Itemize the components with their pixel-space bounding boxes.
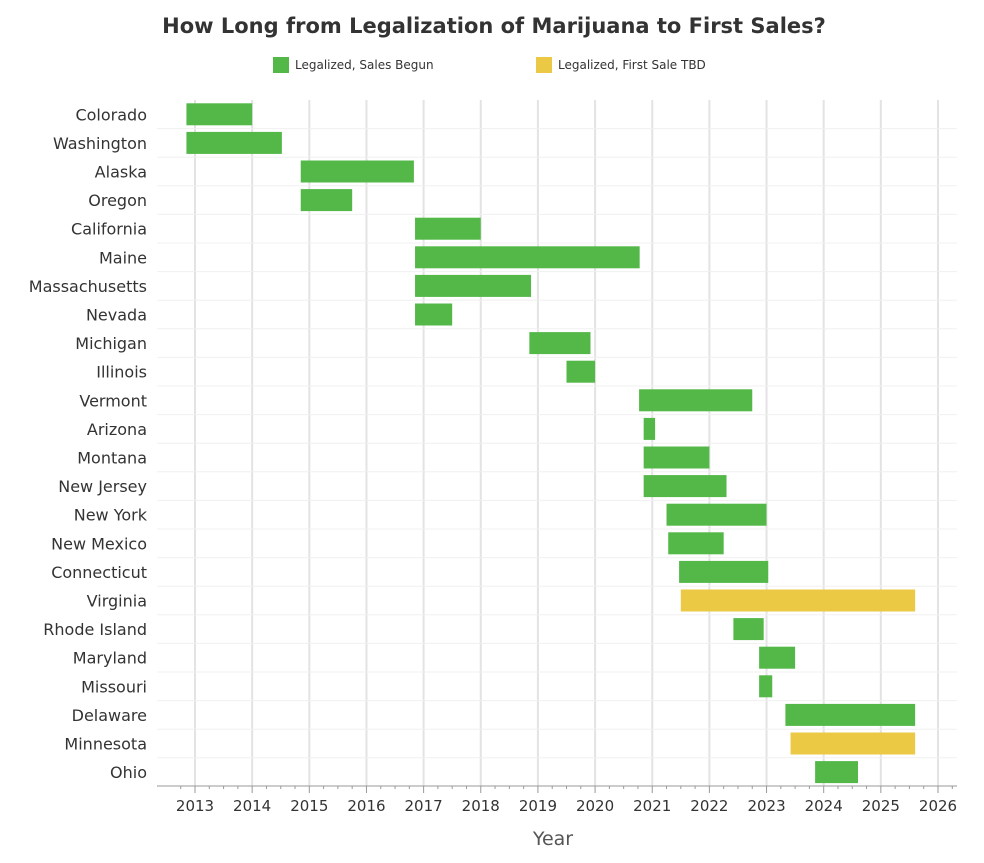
legend-label-begun: Legalized, Sales Begun [295,58,434,72]
x-tick-label-2016: 2016 [347,797,385,815]
row-label-vermont: Vermont [79,391,147,410]
bar-arizona [643,417,656,440]
row-label-rhode-island: Rhode Island [43,620,147,639]
x-tick-label-2014: 2014 [233,797,271,815]
x-tick-label-2017: 2017 [405,797,443,815]
x-tick-label-2013: 2013 [176,797,214,815]
bar-maine [415,246,640,269]
x-tick-label-2019: 2019 [519,797,557,815]
row-label-illinois: Illinois [96,363,147,382]
bar-missouri [759,675,773,698]
row-label-california: California [71,220,147,239]
row-label-washington: Washington [53,134,147,153]
bar-rhode-island [733,618,764,641]
bar-virginia [680,589,916,612]
row-label-connecticut: Connecticut [51,563,147,582]
bar-illinois [566,360,596,383]
x-axis: 2013 2014 2015 2016 2017 2018 2019 2020 2021 2022… [157,785,957,815]
row-label-maryland: Maryland [73,649,147,668]
row-label-oregon: Oregon [88,191,147,210]
row-label-maine: Maine [99,248,147,267]
x-tick-label-2020: 2020 [576,797,614,815]
row-label-virginia: Virginia [87,592,147,611]
chart-title: How Long from Legalization of Marijuana … [162,14,826,38]
row-label-delaware: Delaware [72,706,147,725]
bar-colorado [186,103,253,126]
bar-new-york [666,503,767,526]
x-tick-label-2025: 2025 [862,797,900,815]
row-label-nevada: Nevada [86,306,147,325]
row-label-minnesota: Minnesota [64,735,147,754]
bar-california [415,217,481,240]
x-axis-title: Year [532,828,573,850]
x-tick-label-2021: 2021 [633,797,671,815]
bar-michigan [529,332,591,355]
row-label-ohio: Ohio [110,763,147,782]
legend: Legalized, Sales Begun Legalized, First … [273,57,706,73]
row-label-montana: Montana [77,449,147,468]
legend-swatch-begun [273,57,289,73]
row-label-alaska: Alaska [95,163,147,182]
legend-label-tbd: Legalized, First Sale TBD [558,58,706,72]
bar-massachusetts [415,274,532,297]
bar-delaware [785,703,916,726]
x-tick-label-2026: 2026 [919,797,957,815]
bar-ohio [815,761,858,784]
bar-new-mexico [668,532,724,555]
row-label-new-jersey: New Jersey [58,477,147,496]
row-label-new-york: New York [74,506,148,525]
row-label-michigan: Michigan [75,334,147,353]
bar-montana [643,446,710,469]
row-label-arizona: Arizona [87,420,147,439]
bar-oregon [300,189,353,212]
legend-swatch-tbd [536,57,552,73]
bars [186,103,916,784]
bar-connecticut [679,560,769,583]
bar-nevada [415,303,453,326]
x-tick-label-2023: 2023 [747,797,785,815]
row-label-colorado: Colorado [75,105,147,124]
bar-maryland [759,646,796,669]
x-tick-label-2022: 2022 [690,797,728,815]
row-label-massachusetts: Massachusetts [29,277,147,296]
bar-vermont [639,389,753,412]
row-separators [157,128,957,759]
bar-alaska [300,160,414,183]
row-label-missouri: Missouri [81,677,147,696]
row-label-new-mexico: New Mexico [51,534,147,553]
bar-minnesota [790,732,916,755]
row-labels: Colorado Washington Alaska Oregon California… [29,105,148,782]
bar-washington [186,131,282,154]
x-tick-label-2024: 2024 [805,797,843,815]
x-tick-label-2018: 2018 [462,797,500,815]
bar-new-jersey [643,475,727,498]
x-tick-label-2015: 2015 [290,797,328,815]
